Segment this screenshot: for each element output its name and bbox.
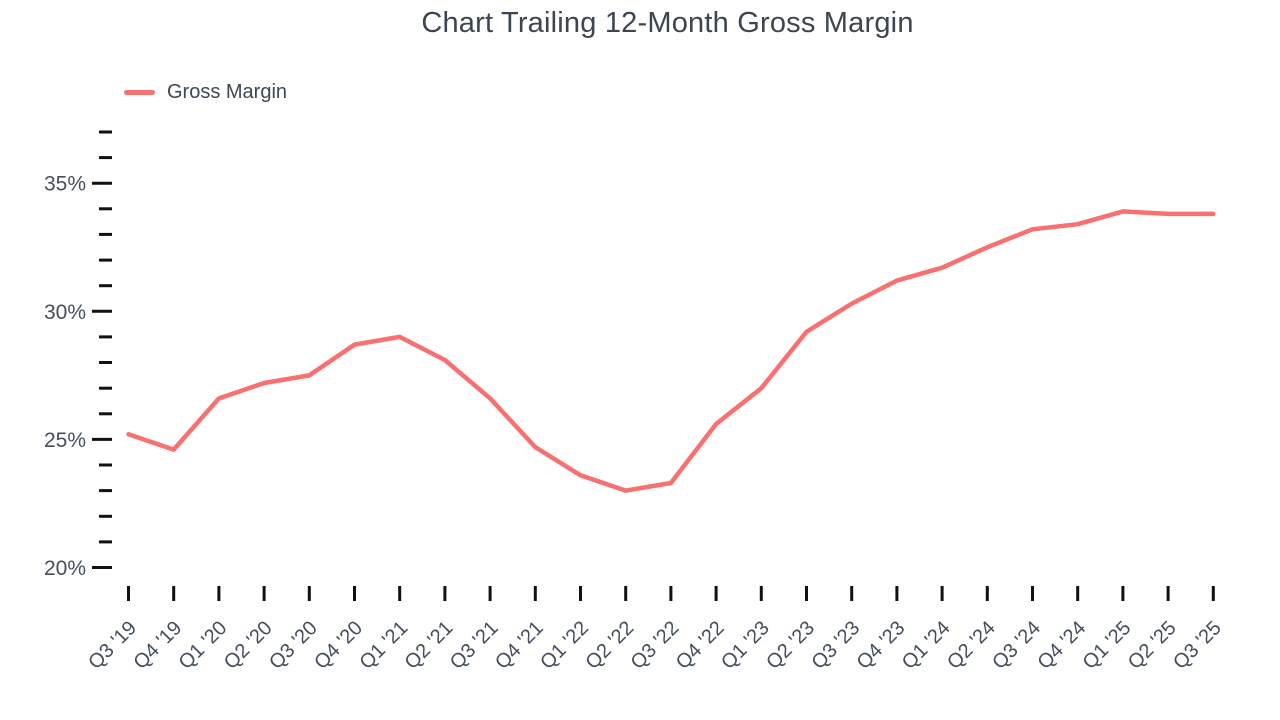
x-axis-label: Q2 '24 [943,617,1000,674]
x-axis-label: Q3 '22 [627,617,684,674]
legend-label: Gross Margin [167,81,288,103]
y-axis-label: 20% [44,557,86,580]
legend[interactable]: Gross Margin [124,81,287,104]
x-axis-label: Q2 '25 [1124,617,1181,674]
x-axis-label: Q1 '21 [355,617,412,674]
y-axis-label: 35% [44,173,86,196]
x-axis-label: Q1 '23 [717,617,774,674]
gross-margin-line [126,209,1216,493]
x-axis-label: Q1 '24 [898,617,955,674]
x-axis-label: Q4 '19 [129,617,186,674]
y-axis-label: 30% [44,301,86,324]
x-axis-label: Q3 '20 [265,617,322,674]
legend-line-swatch [124,90,155,95]
x-axis-label: Q2 '21 [401,617,458,674]
x-axis-label: Q3 '23 [807,617,864,674]
x-axis-label: Q1 '22 [536,617,593,674]
x-axis-label: Q3 '25 [1169,617,1226,674]
x-axis-label: Q3 '24 [988,617,1045,674]
x-axis-label: Q1 '25 [1079,617,1136,674]
x-axis-label: Q4 '22 [672,617,729,674]
x-axis-label: Q4 '23 [853,617,910,674]
x-axis-label: Q2 '20 [220,617,277,674]
chart-title: Chart Trailing 12-Month Gross Margin [421,7,914,39]
x-axis-label: Q1 '20 [175,617,232,674]
x-axis-label: Q3 '21 [446,617,503,674]
y-axis-label: 25% [44,429,86,452]
x-axis-label: Q2 '23 [762,617,819,674]
x-axis-label: Q4 '24 [1033,617,1090,674]
x-axis-label: Q2 '22 [581,617,638,674]
x-axis-label: Q4 '21 [491,617,548,674]
x-axis-label: Q3 '19 [84,617,141,674]
x-axis-label: Q4 '20 [310,617,367,674]
